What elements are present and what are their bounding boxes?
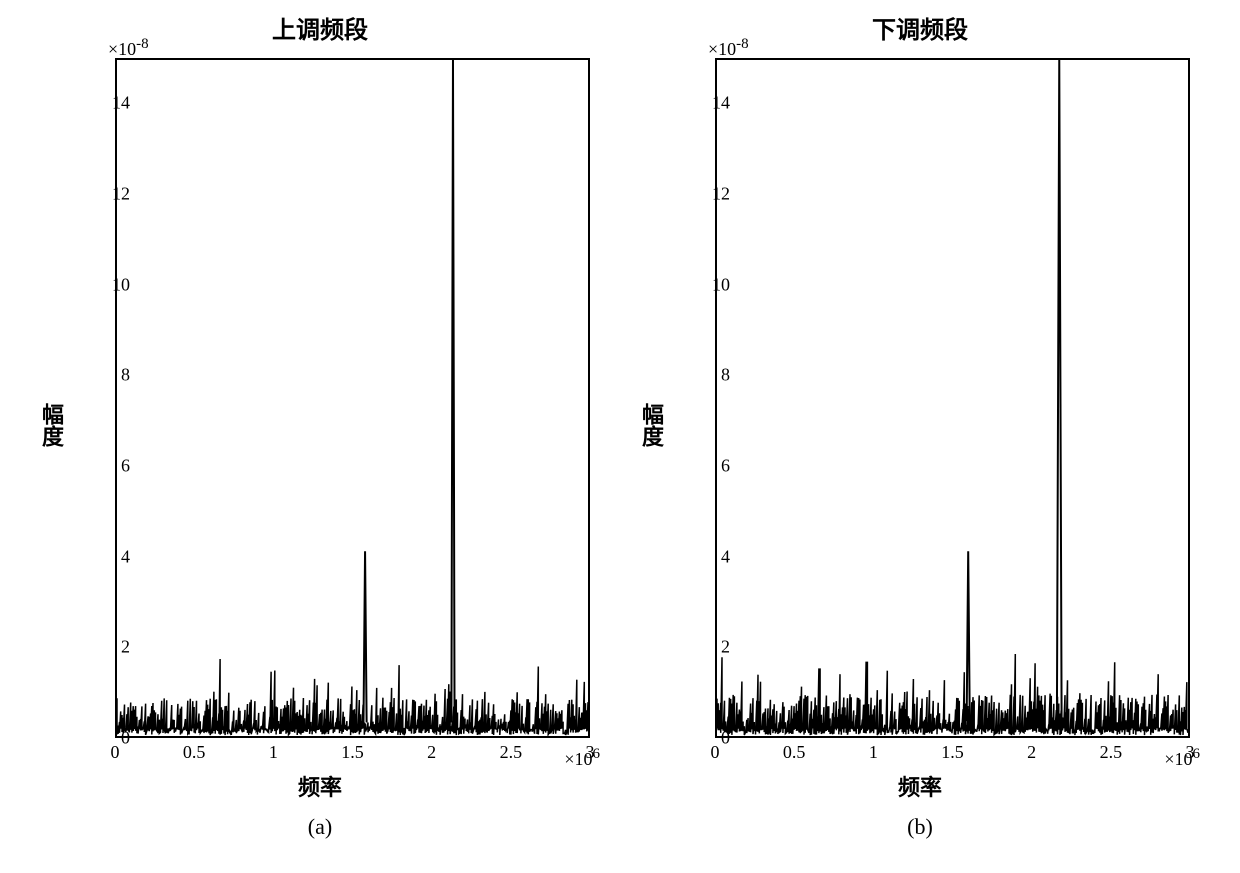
left-x-exponent: ×106 bbox=[564, 746, 600, 770]
xtick-label: 2 bbox=[1027, 742, 1036, 763]
ytick-label: 2 bbox=[721, 637, 730, 658]
ytick-label: 10 bbox=[112, 274, 130, 295]
ytick-label: 0 bbox=[121, 728, 130, 749]
right-axes bbox=[715, 58, 1190, 738]
right-y-exp-base: ×10 bbox=[708, 39, 736, 59]
left-title: 上调频段 bbox=[272, 10, 368, 45]
xtick-label: 0 bbox=[711, 742, 720, 763]
right-title: 下调频段 bbox=[872, 10, 968, 45]
ytick-label: 6 bbox=[121, 456, 130, 477]
left-plot-svg bbox=[117, 60, 588, 736]
ytick-label: 8 bbox=[721, 365, 730, 386]
left-peaks-group bbox=[363, 60, 454, 722]
xtick-label: 3 bbox=[1186, 742, 1195, 763]
right-plot-svg bbox=[717, 60, 1188, 736]
ytick-label: 14 bbox=[712, 93, 730, 114]
right-y-exponent: ×10-8 bbox=[708, 36, 749, 60]
xtick-label: 0 bbox=[111, 742, 120, 763]
right-x-exponent: ×106 bbox=[1164, 746, 1200, 770]
left-y-exp-sup: -8 bbox=[136, 36, 149, 52]
xtick-label: 2.5 bbox=[1100, 742, 1123, 763]
right-x-label: 频率 bbox=[898, 770, 942, 802]
left-x-label: 频率 bbox=[298, 770, 342, 802]
left-subplot: 上调频段 ×10-8 幅度 频率 ×106 (a) 0246810121400.… bbox=[30, 10, 610, 840]
xtick-label: 1 bbox=[869, 742, 878, 763]
xtick-label: 2.5 bbox=[500, 742, 523, 763]
left-y-label: 幅度 bbox=[35, 403, 67, 447]
right-peaks-group bbox=[967, 60, 1062, 721]
xtick-label: 0.5 bbox=[783, 742, 806, 763]
ytick-label: 14 bbox=[112, 93, 130, 114]
right-sublabel: (b) bbox=[907, 814, 933, 840]
xtick-label: 1.5 bbox=[941, 742, 964, 763]
right-subplot: 下调频段 ×10-8 幅度 频率 ×106 (b) 0246810121400.… bbox=[630, 10, 1210, 840]
ytick-label: 8 bbox=[121, 365, 130, 386]
xtick-label: 1.5 bbox=[341, 742, 364, 763]
left-sublabel: (a) bbox=[308, 814, 332, 840]
left-y-exp-base: ×10 bbox=[108, 39, 136, 59]
figure-container: 上调频段 ×10-8 幅度 频率 ×106 (a) 0246810121400.… bbox=[0, 0, 1240, 840]
peak bbox=[363, 551, 366, 722]
xtick-label: 3 bbox=[586, 742, 595, 763]
right-y-exp-sup: -8 bbox=[736, 36, 749, 52]
ytick-label: 2 bbox=[121, 637, 130, 658]
peak bbox=[451, 60, 454, 722]
ytick-label: 12 bbox=[112, 184, 130, 205]
xtick-label: 0.5 bbox=[183, 742, 206, 763]
ytick-label: 6 bbox=[721, 456, 730, 477]
ytick-label: 12 bbox=[712, 184, 730, 205]
xtick-label: 2 bbox=[427, 742, 436, 763]
ytick-label: 4 bbox=[721, 546, 730, 567]
xtick-label: 1 bbox=[269, 742, 278, 763]
peak bbox=[967, 551, 970, 721]
peak bbox=[1057, 60, 1062, 721]
left-noise-trace bbox=[117, 659, 588, 735]
left-axes bbox=[115, 58, 590, 738]
ytick-label: 4 bbox=[121, 546, 130, 567]
right-y-label: 幅度 bbox=[635, 403, 667, 447]
ytick-label: 0 bbox=[721, 728, 730, 749]
left-y-exponent: ×10-8 bbox=[108, 36, 149, 60]
ytick-label: 10 bbox=[712, 274, 730, 295]
right-noise-trace bbox=[717, 654, 1188, 735]
